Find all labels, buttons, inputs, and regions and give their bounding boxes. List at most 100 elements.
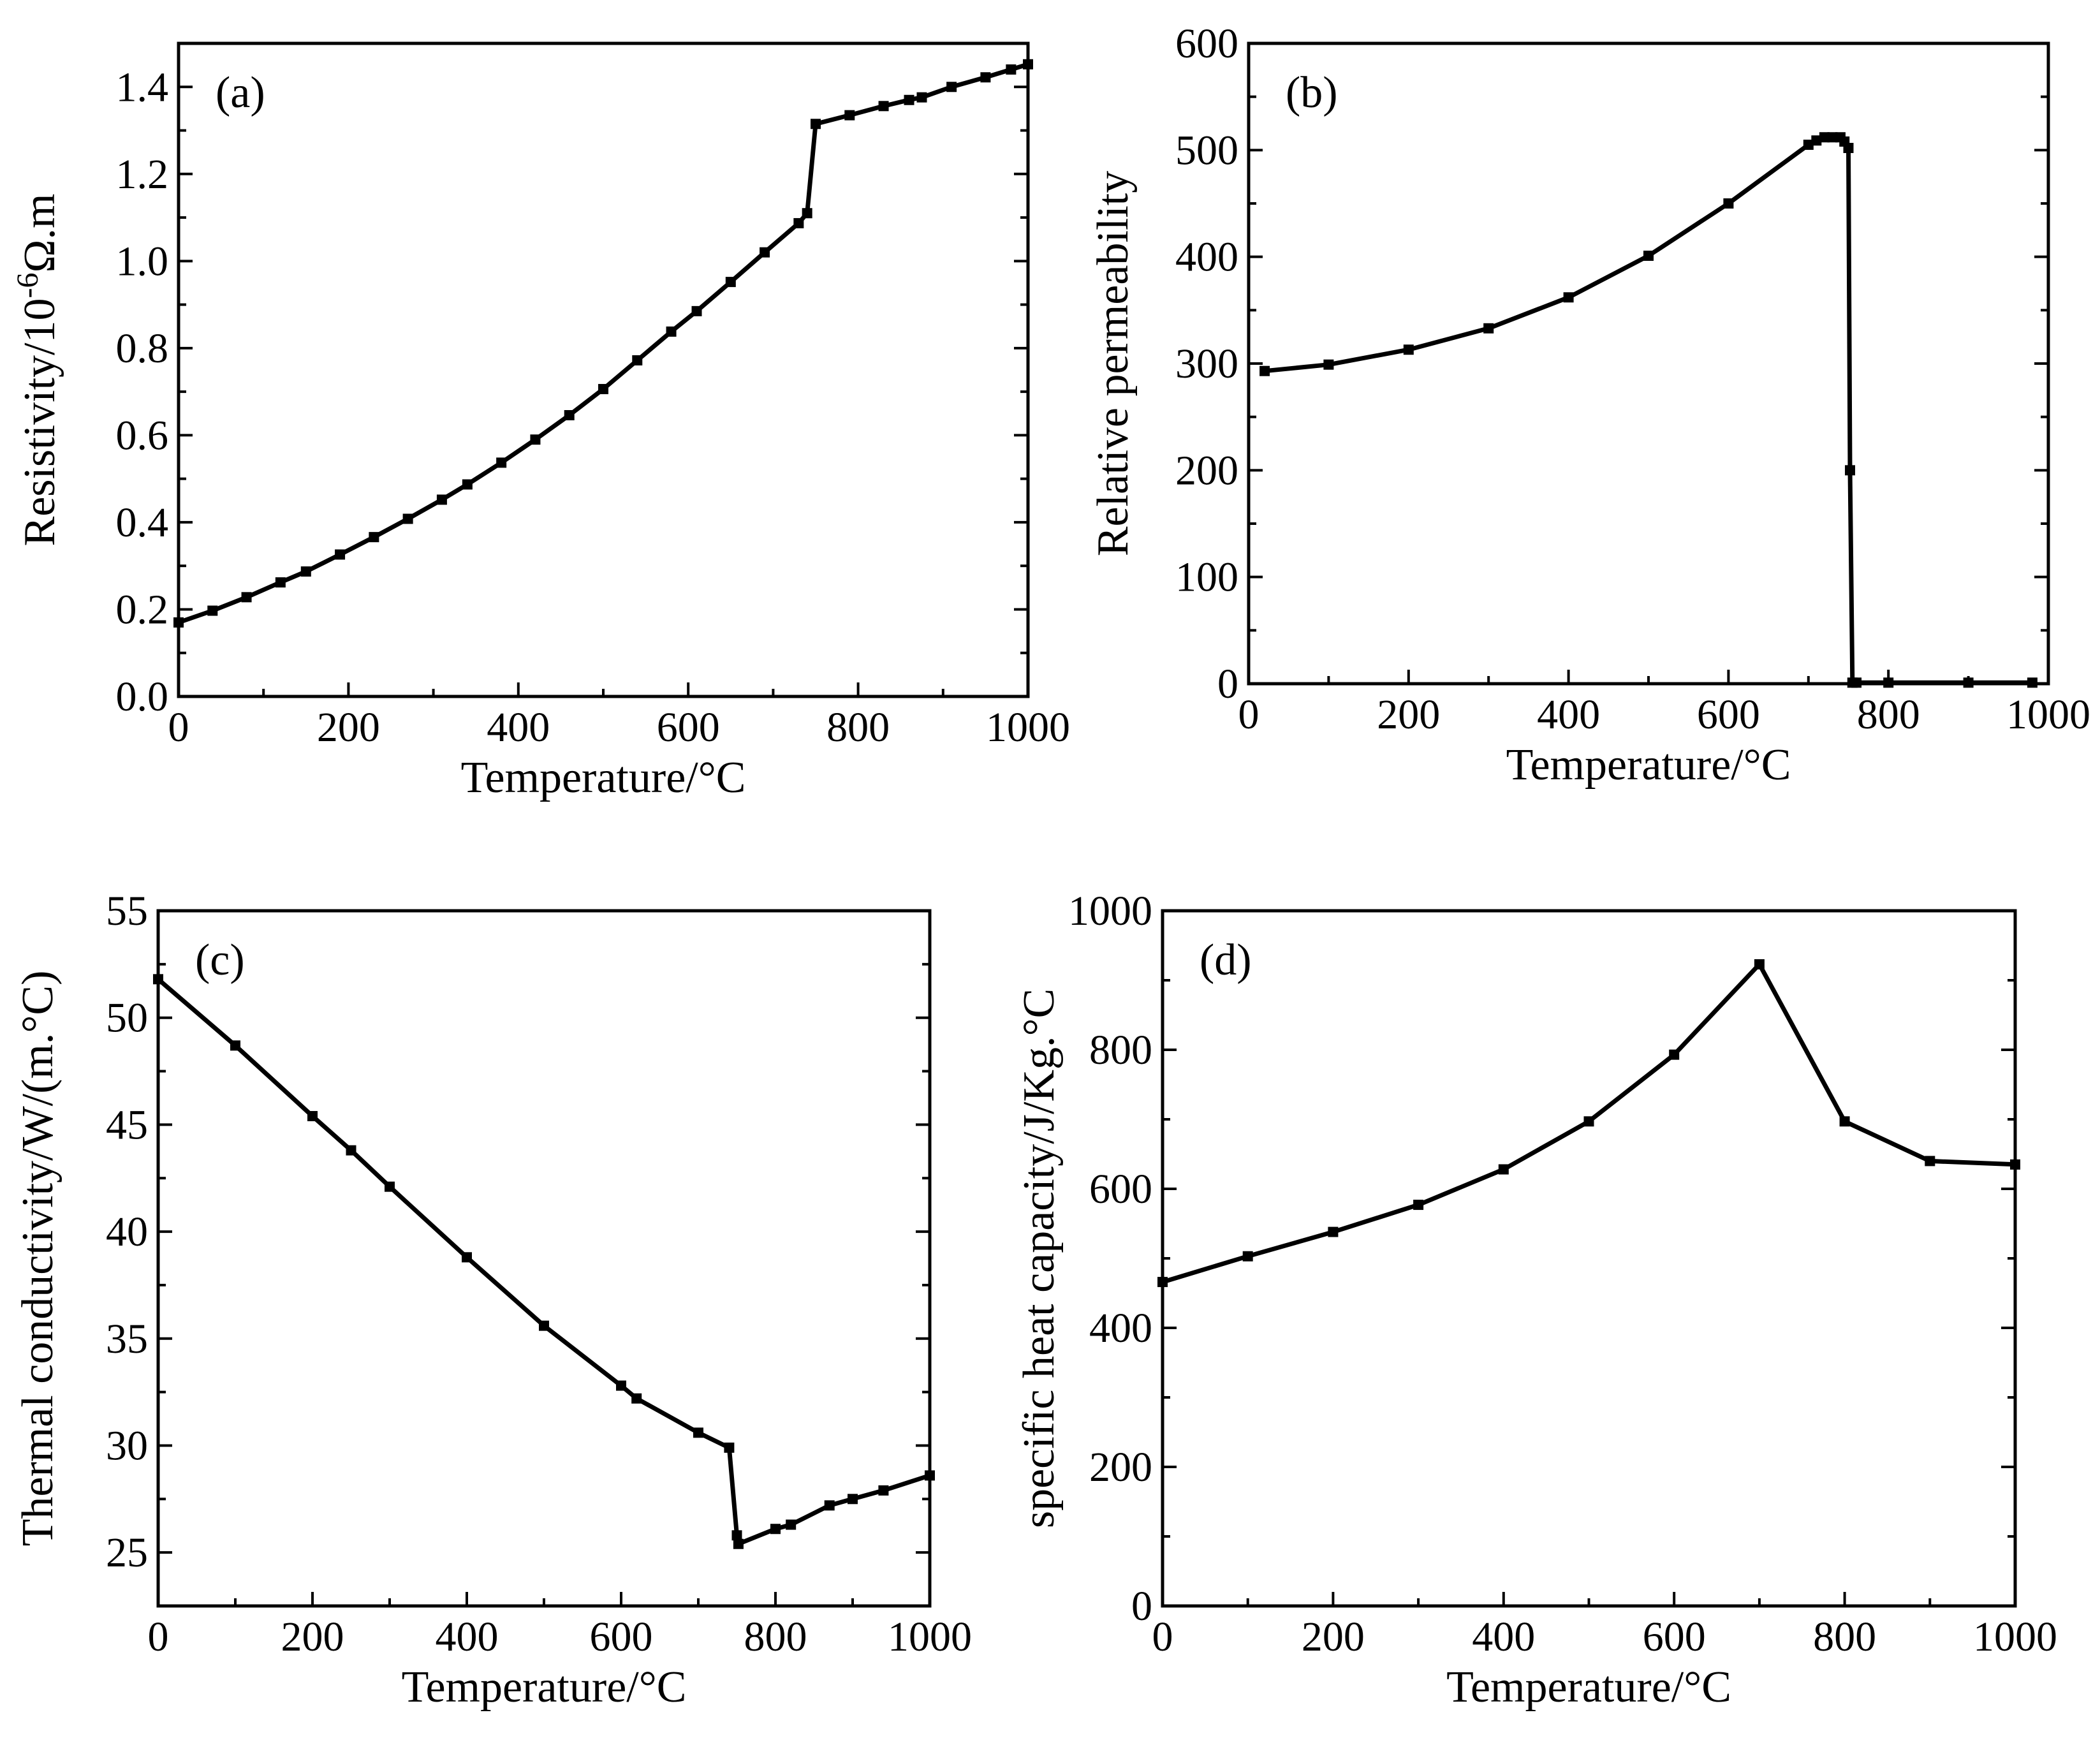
x-tick-label: 400 bbox=[487, 704, 550, 751]
data-point bbox=[1483, 323, 1494, 334]
data-point bbox=[1963, 677, 1974, 688]
data-point bbox=[1827, 132, 1838, 143]
y-tick-label: 25 bbox=[106, 1529, 148, 1576]
y-tick-label: 1.4 bbox=[116, 64, 169, 110]
x-tick-label: 800 bbox=[826, 704, 890, 751]
data-point bbox=[598, 384, 608, 395]
y-tick-label: 55 bbox=[106, 888, 148, 934]
data-point bbox=[1023, 59, 1033, 70]
data-point bbox=[691, 305, 702, 316]
data-point bbox=[230, 1040, 240, 1051]
data-point bbox=[1643, 250, 1654, 261]
y-axis-title-unit: Ω.m bbox=[15, 194, 64, 273]
x-tick-label: 600 bbox=[657, 704, 720, 751]
x-tick-label: 800 bbox=[1813, 1614, 1876, 1660]
data-point bbox=[1403, 344, 1414, 355]
x-tick-label: 1000 bbox=[888, 1614, 972, 1660]
x-tick-label: 600 bbox=[1643, 1614, 1706, 1660]
data-point bbox=[1259, 365, 1270, 376]
data-point bbox=[1811, 135, 1822, 146]
data-point bbox=[724, 1442, 735, 1453]
y-tick-label: 100 bbox=[1175, 554, 1238, 601]
data-point bbox=[733, 1538, 744, 1549]
y-axis-title-exponent: -6 bbox=[11, 273, 45, 298]
x-tick-label: 1000 bbox=[1973, 1614, 2057, 1660]
y-tick-label: 0 bbox=[1131, 1583, 1152, 1630]
y-tick-label: 0.0 bbox=[116, 674, 169, 720]
data-point bbox=[369, 532, 379, 543]
y-tick-label: 45 bbox=[106, 1101, 148, 1148]
y-tick-label: 30 bbox=[106, 1422, 148, 1469]
plot-frame-b bbox=[1247, 41, 2050, 686]
y-tick-label: 1000 bbox=[1068, 888, 1152, 934]
series-line bbox=[156, 977, 931, 1547]
y-tick-label: 40 bbox=[106, 1209, 148, 1255]
panel-a-resistivity-chart: 0 200 400 600 800 1000 0.0 0.2 0.4 0.6 0.8 1.0 1.2 1.… bbox=[11, 41, 1070, 802]
data-point bbox=[1754, 959, 1765, 969]
y-tick-label: 400 bbox=[1089, 1305, 1152, 1351]
data-point bbox=[786, 1519, 797, 1530]
data-point bbox=[385, 1181, 395, 1192]
x-tick-label: 400 bbox=[436, 1614, 499, 1660]
x-tick-label: 200 bbox=[1302, 1614, 1365, 1660]
series-line bbox=[1264, 135, 2032, 685]
data-point bbox=[539, 1320, 549, 1331]
x-tick-label: 400 bbox=[1472, 1614, 1535, 1660]
x-tick-label: 200 bbox=[281, 1614, 344, 1660]
data-point bbox=[275, 577, 286, 588]
data-point bbox=[844, 110, 855, 121]
data-point bbox=[760, 247, 770, 258]
data-point bbox=[1006, 64, 1017, 75]
y-axis-title: Relative permeability bbox=[1089, 171, 1138, 557]
data-point bbox=[925, 1470, 935, 1481]
data-point bbox=[307, 1110, 318, 1121]
data-point bbox=[793, 217, 804, 228]
data-point bbox=[1328, 1226, 1339, 1237]
plot-frame-d bbox=[1161, 909, 2017, 1608]
y-tick-label: 35 bbox=[106, 1316, 148, 1362]
data-point bbox=[632, 355, 643, 365]
data-point bbox=[1883, 677, 1894, 688]
data-point bbox=[1723, 198, 1734, 209]
y-tick-label: 500 bbox=[1175, 127, 1238, 173]
data-point bbox=[496, 457, 507, 468]
data-point bbox=[462, 1252, 472, 1263]
data-point bbox=[904, 94, 914, 105]
data-point bbox=[1803, 139, 1814, 150]
data-point bbox=[1413, 1200, 1424, 1211]
data-point bbox=[802, 208, 812, 219]
x-tick-label: 200 bbox=[1377, 691, 1440, 738]
plot-frame-c bbox=[156, 909, 932, 1608]
y-axis-title: Thermal conductivity/W/(m.°C) bbox=[13, 971, 62, 1547]
y-tick-label: 600 bbox=[1175, 20, 1238, 67]
y-tick-label: 300 bbox=[1175, 341, 1238, 387]
data-point bbox=[916, 92, 927, 103]
panel-label: (a) bbox=[216, 68, 265, 117]
data-point bbox=[153, 974, 163, 985]
data-point bbox=[1498, 1164, 1509, 1175]
panel-label: (b) bbox=[1286, 68, 1338, 117]
data-point bbox=[616, 1380, 626, 1391]
x-axis-title: Temperature/°C bbox=[1446, 1663, 1731, 1712]
data-point bbox=[1583, 1116, 1594, 1127]
data-point bbox=[878, 101, 889, 112]
y-tick-label: 50 bbox=[106, 995, 148, 1042]
data-point bbox=[1843, 142, 1854, 153]
y-tick-label: 200 bbox=[1089, 1444, 1152, 1491]
y-tick-label: 400 bbox=[1175, 234, 1238, 281]
data-point bbox=[1851, 677, 1862, 688]
data-point bbox=[1839, 1116, 1850, 1127]
y-tick-label: 800 bbox=[1089, 1027, 1152, 1073]
data-point bbox=[693, 1427, 703, 1438]
data-point bbox=[666, 326, 677, 337]
data-point bbox=[1242, 1251, 1253, 1262]
data-point bbox=[2010, 1159, 2020, 1170]
series-line bbox=[177, 62, 1029, 625]
data-point bbox=[462, 479, 473, 490]
x-tick-label: 1000 bbox=[2006, 691, 2090, 738]
x-tick-label: 200 bbox=[317, 704, 380, 751]
x-tick-label: 800 bbox=[1857, 691, 1920, 738]
data-point bbox=[848, 1494, 858, 1505]
data-point bbox=[1563, 292, 1574, 303]
